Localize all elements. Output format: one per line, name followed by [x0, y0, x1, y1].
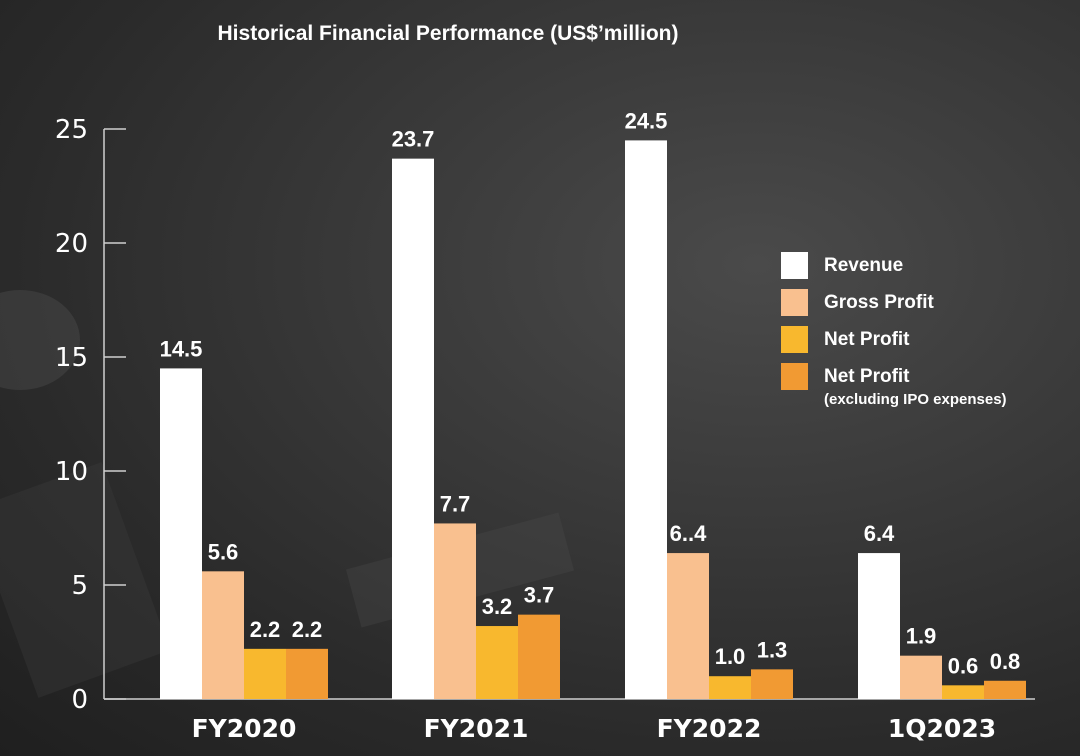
y-tick-label: 20: [55, 229, 88, 259]
legend-note-excl-ipo: (excluding IPO expenses): [824, 391, 1007, 408]
data-label: 0.6: [948, 653, 979, 678]
bar: [434, 523, 476, 699]
y-tick-label: 25: [55, 115, 88, 145]
bar: [709, 676, 751, 699]
legend-label-revenue: Revenue: [824, 255, 904, 276]
legend-swatch-revenue: [781, 252, 808, 279]
bar: [858, 553, 900, 699]
data-label: 1.0: [715, 644, 746, 669]
y-tick-label: 10: [55, 457, 88, 487]
bar: [518, 614, 560, 699]
x-category-label: FY2021: [424, 714, 529, 743]
data-label: 3.7: [524, 583, 555, 608]
data-label: 1.9: [906, 624, 937, 649]
bar: [286, 648, 328, 699]
legend-label-net-profit-excl-ipo: Net Profit: [824, 366, 910, 387]
data-label: 0.8: [990, 649, 1021, 674]
bar: [667, 553, 709, 699]
bar: [244, 648, 286, 699]
data-label: 1.3: [757, 637, 788, 662]
y-tick-label: 0: [71, 685, 88, 715]
data-label: 23.7: [392, 127, 435, 152]
data-label: 7.7: [440, 491, 471, 516]
data-label: 24.5: [625, 108, 668, 133]
bar: [476, 626, 518, 699]
x-category-label: FY2020: [192, 714, 297, 743]
y-tick-label: 5: [71, 571, 88, 601]
y-tick-label: 15: [55, 343, 88, 373]
x-category-label: FY2022: [657, 714, 762, 743]
bar: [160, 368, 202, 699]
chart-title: Historical Financial Performance (US$’mi…: [217, 22, 679, 45]
legend-swatch-net-profit: [781, 326, 808, 353]
bar: [202, 571, 244, 699]
bar: [392, 158, 434, 699]
data-label: 3.2: [482, 594, 513, 619]
data-label: 6..4: [670, 521, 707, 546]
data-label: 6.4: [864, 521, 895, 546]
legend-swatch-net-profit-excl-ipo: [781, 363, 808, 390]
legend-swatch-gross-profit: [781, 289, 808, 316]
bar: [942, 685, 984, 699]
data-label: 14.5: [160, 336, 203, 361]
bar: [900, 655, 942, 699]
bar: [751, 669, 793, 699]
data-label: 2.2: [292, 617, 323, 642]
x-category-label: 1Q2023: [888, 714, 996, 743]
data-label: 5.6: [208, 539, 239, 564]
data-label: 2.2: [250, 617, 281, 642]
legend-label-net-profit: Net Profit: [824, 329, 910, 350]
bar: [984, 680, 1026, 699]
bar: [625, 140, 667, 699]
legend-label-gross-profit: Gross Profit: [824, 292, 934, 313]
